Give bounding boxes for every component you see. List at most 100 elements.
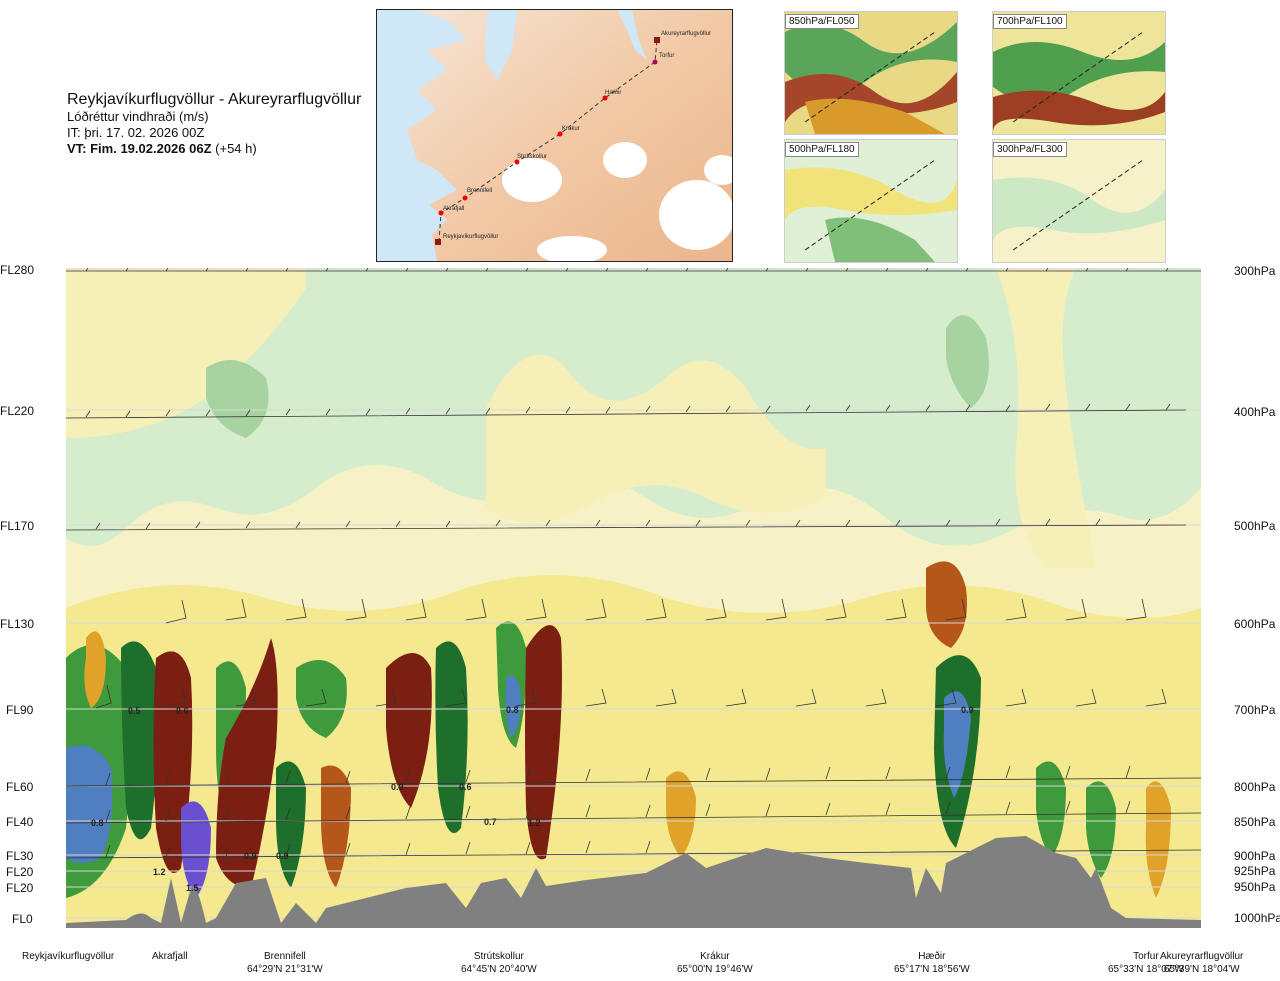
lower-yellow-field bbox=[66, 575, 1201, 928]
upper-yellow-band-left bbox=[66, 268, 306, 438]
marker-akrafjall bbox=[438, 210, 444, 216]
map-label-haedir: Hæðir bbox=[605, 89, 621, 96]
glacier-3 bbox=[659, 180, 732, 250]
stripe-down-6 bbox=[525, 625, 562, 860]
station-name: Akrafjall bbox=[152, 951, 188, 962]
stripe-up-7-core bbox=[505, 675, 521, 738]
thumbnail-label: 700hPa/FL100 bbox=[993, 14, 1067, 29]
thumbnail-label: 500hPa/FL180 bbox=[785, 142, 859, 157]
level-label-left: FL60 bbox=[6, 780, 34, 794]
station-name: Reykjavíkurflugvöllur bbox=[22, 951, 115, 962]
route-overview-map[interactable]: Akureyrarflugvöllur Torfur Hæðir Krákur … bbox=[376, 9, 733, 262]
pressure-label-right: 700hPa bbox=[1234, 703, 1276, 717]
level-label-left: FL20 bbox=[6, 881, 34, 895]
station-name: Hæðir bbox=[918, 951, 946, 962]
glacier-5 bbox=[537, 236, 607, 261]
stripe-down-4 bbox=[321, 765, 351, 888]
station-label: Krákur 65°00'N 19°46'W bbox=[677, 950, 753, 976]
thumbnail-label: 300hPa/FL300 bbox=[993, 142, 1067, 157]
pressure-label-right: 950hPa bbox=[1234, 880, 1276, 894]
stripe-down-3 bbox=[216, 638, 278, 888]
value-label: 0.9 bbox=[391, 782, 404, 792]
pressure-label-right: 600hPa bbox=[1234, 617, 1276, 631]
pressure-label-right: 400hPa bbox=[1234, 405, 1276, 419]
station-name: Brennifell bbox=[264, 951, 306, 962]
barb-row-900 bbox=[66, 840, 1201, 859]
level-label-left: FL280 bbox=[0, 263, 35, 277]
route-title: Reykjavíkurflugvöllur - Akureyrarflugvöl… bbox=[67, 91, 362, 108]
route-markers bbox=[435, 37, 660, 245]
thumbnail-850-svg bbox=[785, 12, 957, 134]
stripe-down-9 bbox=[1145, 781, 1171, 898]
pressure-label-right: 850hPa bbox=[1234, 815, 1276, 829]
route-map-svg: Akureyrarflugvöllur Torfur Hæðir Krákur … bbox=[407, 10, 732, 261]
station-label: Akureyrarflugvöllur 65°39'N 18°04'W bbox=[1160, 950, 1243, 976]
parameter-label: Lóðréttur vindhraði (m/s) bbox=[67, 109, 209, 124]
thumbnail-500hpa[interactable]: 500hPa/FL180 bbox=[784, 139, 958, 263]
barb-row-400 bbox=[66, 403, 1187, 419]
value-label: 1.2 bbox=[153, 867, 166, 877]
upper-yellow-band-mid bbox=[486, 354, 826, 523]
fjord-west bbox=[485, 10, 517, 80]
value-label: 0.6 bbox=[459, 782, 472, 792]
cross-section-plot[interactable]: 0.5 0.6 0.8 0.9 0.9 0.6 0.8 0.7 1.2 1.2 … bbox=[66, 268, 1201, 928]
thumbnail-label: 850hPa/FL050 bbox=[785, 14, 859, 29]
map-label-end: Akureyrarflugvöllur bbox=[661, 31, 711, 37]
station-name: Akureyrarflugvöllur bbox=[1160, 951, 1244, 962]
value-label: 0.7 bbox=[484, 817, 497, 827]
map-label-krakur: Krákur bbox=[562, 126, 580, 132]
thumbnail-300hpa[interactable]: 300hPa/FL300 bbox=[992, 139, 1166, 263]
valid-time-offset: (+54 h) bbox=[211, 141, 257, 156]
value-label: 0.8 bbox=[91, 818, 104, 828]
thumbnail-700hpa[interactable]: 700hPa/FL100 bbox=[992, 11, 1166, 135]
stripe-up-10 bbox=[1086, 781, 1116, 878]
marker-start bbox=[435, 239, 441, 245]
station-label: Akrafjall bbox=[152, 950, 188, 963]
station-name: Krákur bbox=[700, 951, 730, 962]
value-label: 0.6 bbox=[176, 706, 189, 716]
wind-barbs bbox=[66, 268, 1201, 859]
value-label: 0.9 bbox=[244, 851, 257, 861]
barb-row-800 bbox=[66, 765, 1201, 787]
map-label-akrafjall: Akrafjall bbox=[443, 206, 464, 212]
pressure-label-right: 925hPa bbox=[1234, 864, 1276, 878]
route-line bbox=[438, 39, 658, 243]
station-label: Strútskollur 64°45'N 20°40'W bbox=[461, 950, 537, 976]
level-label-left: FL220 bbox=[0, 404, 35, 418]
vertical-motion-stripes bbox=[66, 561, 1171, 898]
level-label-left: FL30 bbox=[6, 849, 34, 863]
stripe-down-8 bbox=[926, 561, 967, 648]
pressure-label-right: 800hPa bbox=[1234, 780, 1276, 794]
station-coord: 65°39'N 18°04'W bbox=[1163, 964, 1240, 975]
level-label-left: FL130 bbox=[0, 617, 35, 631]
station-coord: 65°00'N 19°46'W bbox=[677, 964, 753, 975]
thumbnail-850hpa[interactable]: 850hPa/FL050 bbox=[784, 11, 958, 135]
station-label: Reykjavíkurflugvöllur bbox=[22, 950, 114, 963]
upper-dark-green-2 bbox=[946, 315, 989, 408]
pressure-label-right: 300hPa bbox=[1234, 264, 1276, 278]
cross-section-svg: 0.5 0.6 0.8 0.9 0.9 0.6 0.8 0.7 1.2 1.2 … bbox=[66, 268, 1201, 928]
title-block: Reykjavíkurflugvöllur - Akureyrarflugvöl… bbox=[67, 90, 379, 157]
level-label-left: FL20 bbox=[6, 865, 34, 879]
land-area bbox=[407, 10, 732, 261]
upper-dark-green-1 bbox=[206, 360, 269, 438]
station-coord: 65°17'N 18°56'W bbox=[894, 964, 970, 975]
marker-strutskollur bbox=[514, 159, 520, 165]
pressure-label-right: 500hPa bbox=[1234, 519, 1276, 533]
valid-time: VT: Fim. 19.02.2026 06Z (+54 h) bbox=[67, 141, 379, 157]
stripe-up-2 bbox=[121, 641, 158, 840]
thumbnail-700-svg bbox=[993, 12, 1165, 134]
stripe-up-8-core bbox=[943, 691, 971, 798]
station-name: Strútskollur bbox=[473, 951, 524, 962]
station-coord: 64°45'N 20°40'W bbox=[461, 964, 537, 975]
barb-row-600 bbox=[165, 598, 1147, 624]
station-label: Brennifell 64°29'N 21°31'W bbox=[247, 950, 323, 976]
thumbnail-300-svg bbox=[993, 140, 1165, 262]
barb-row-850 bbox=[66, 800, 1201, 824]
value-label: 0.9 bbox=[276, 851, 289, 861]
station-coord: 65°33'N 18°07'W bbox=[1108, 964, 1184, 975]
value-label: 0.8 bbox=[506, 705, 519, 715]
station-label: Torfur 65°33'N 18°07'W bbox=[1108, 950, 1184, 976]
value-label: 1.2 bbox=[528, 818, 541, 828]
marker-krakur bbox=[557, 131, 563, 137]
